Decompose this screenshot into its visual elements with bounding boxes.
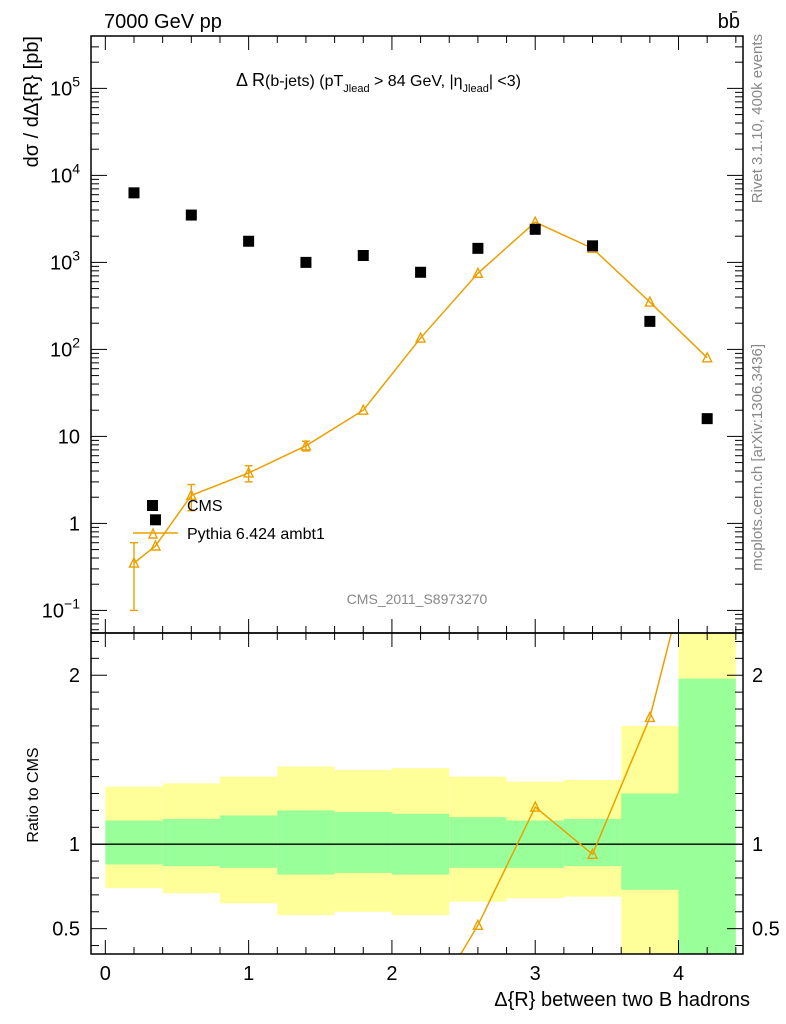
ratio-mc-line — [460, 632, 673, 955]
title-sub-2: Jlead — [463, 83, 489, 95]
x-tick-label: 2 — [386, 963, 397, 985]
inner-band-bin — [105, 820, 163, 865]
analysis-watermark: CMS_2011_S8973270 — [347, 591, 488, 607]
cms-point — [587, 240, 599, 252]
cms-point — [529, 223, 541, 235]
main-y-tick-label: 10−1 — [42, 595, 80, 622]
labels: 0 1 2 3 4 10−1 1 10 102 103 104 105 0.5 0.5 1 1 2 2 — [42, 73, 780, 985]
ratio-y-tick-label-right: 1 — [752, 834, 763, 856]
ratio-mc-point — [529, 800, 541, 812]
inner-band-bin — [621, 793, 679, 890]
cms-point — [357, 250, 369, 262]
mc-point — [414, 331, 427, 343]
x-tick-label: 0 — [100, 963, 111, 985]
ratio-y-axis-label: Ratio to CMS — [25, 747, 42, 842]
inner-band-bin — [334, 812, 392, 873]
mc-point — [185, 488, 197, 501]
main-y-tick-label: 102 — [50, 334, 80, 361]
title-mid: > 84 GeV, |η — [370, 73, 463, 90]
x-tick-label: 4 — [673, 963, 684, 985]
mcplots-label: mcplots.cern.ch [arXiv:1306.3436] — [749, 344, 766, 571]
inner-band-bin — [277, 810, 335, 875]
cms-point — [701, 413, 713, 425]
main-y-tick-label: 103 — [50, 247, 80, 274]
rivet-version-label: Rivet 3.1.10, 400k events — [749, 34, 766, 203]
main-ticks — [91, 35, 743, 633]
data-points — [128, 187, 713, 930]
x-tick-label: 1 — [243, 963, 254, 985]
plot-frames — [90, 35, 744, 955]
mc-point — [242, 466, 255, 478]
mc-point — [149, 539, 162, 551]
mc-point — [128, 556, 140, 568]
ratio-y-tick-label: 0.5 — [52, 919, 80, 941]
title-paren: (b-jets) (pT — [265, 73, 343, 90]
cms-point — [472, 242, 484, 254]
cms-point — [243, 235, 255, 247]
x-axis-label: Δ{R} between two B hadrons — [494, 989, 750, 1011]
cms-point — [185, 209, 197, 221]
ratio-mc-point — [472, 918, 484, 930]
main-y-tick-label: 10 — [58, 426, 80, 448]
mc-point — [472, 266, 484, 278]
inner-band-bin — [219, 815, 278, 868]
inner-band-bin — [563, 818, 622, 867]
ratio-mc-point — [586, 847, 599, 860]
x-tick-label: 3 — [530, 963, 541, 985]
main-y-tick-label: 1 — [69, 513, 80, 535]
ratio-y-tick-label-right: 0.5 — [752, 919, 780, 941]
inner-band-bin — [678, 678, 736, 954]
title-main: Δ R — [236, 70, 265, 90]
legend-cms-label: CMS — [187, 498, 223, 515]
ratio-y-tick-label: 1 — [69, 834, 80, 856]
ratio-ticks — [91, 633, 743, 954]
cms-point — [415, 266, 427, 278]
cms-point — [300, 256, 312, 268]
process-label: bb̄ — [718, 10, 740, 33]
legend-cms-marker — [147, 500, 158, 511]
mc-point — [701, 351, 713, 363]
mc-point — [300, 439, 312, 451]
title-sub-1: Jlead — [343, 83, 369, 95]
legend: CMS Pythia 6.424 ambt1 — [133, 498, 325, 543]
mc-point — [357, 403, 369, 415]
main-plot-frame — [90, 35, 744, 634]
legend-mc-marker — [147, 527, 159, 539]
legend-mc-label: Pythia 6.424 ambt1 — [187, 526, 325, 543]
ratio-y-tick-label: 2 — [69, 665, 80, 687]
ratio-mc-point — [644, 710, 656, 723]
main-y-tick-label: 105 — [50, 73, 80, 100]
plot-title: Δ R(b-jets) (pTJlead > 84 GeV, |ηJlead| … — [236, 70, 521, 95]
energy-label: 7000 GeV pp — [104, 11, 222, 33]
uncertainty-bands — [91, 633, 743, 954]
inner-band-bin — [449, 817, 507, 868]
mc-point — [644, 295, 656, 307]
main-y-tick-label: 104 — [50, 160, 80, 187]
cms-point — [128, 187, 140, 199]
main-y-axis-label: dσ / dΔ{R} [pb] — [21, 36, 43, 167]
ratio-plot-frame — [90, 632, 744, 955]
cms-point — [149, 514, 161, 526]
cms-point — [644, 315, 656, 327]
ratio-y-tick-label-right: 2 — [752, 665, 763, 687]
mc-line — [133, 221, 708, 564]
title-end: | <3) — [489, 73, 521, 90]
inner-band-bin — [162, 818, 220, 867]
